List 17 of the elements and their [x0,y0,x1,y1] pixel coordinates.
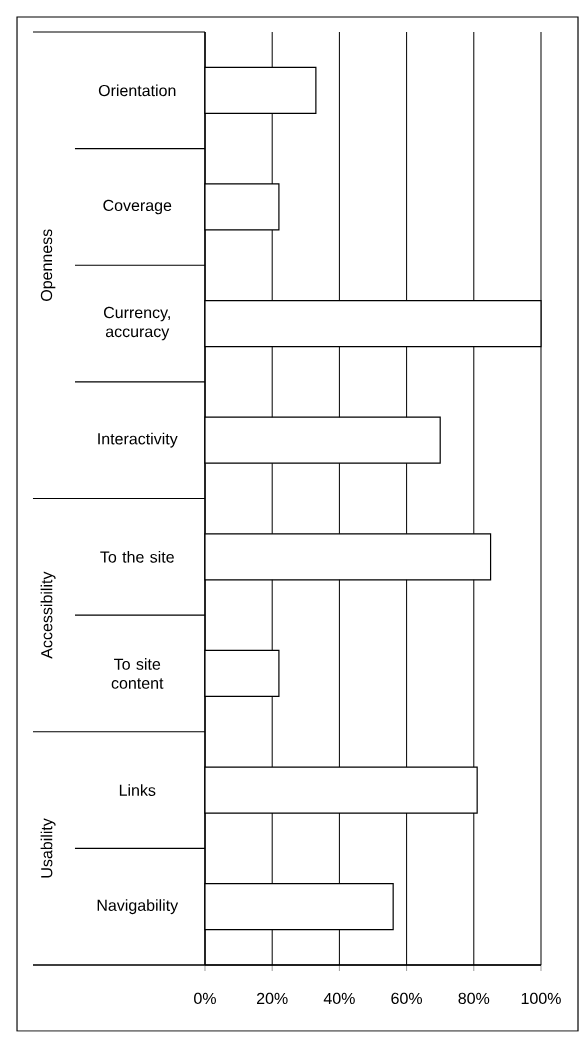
y-tick-label: Orientation [98,84,176,97]
text: Accessibility [40,571,56,659]
y-tick-label: Links [119,784,156,796]
x-tick-label: 100% [521,992,561,1005]
text: Usability [40,818,56,878]
y-tick-label: To site content [111,658,164,689]
x-tick-label: 60% [391,992,423,1005]
x-tick-label: 40% [323,992,355,1005]
y-tick-label: Interactivity [98,432,178,448]
x-tick-label: 0% [194,992,216,1005]
x-tick-label: 80% [458,992,490,1005]
y-tick-label: To the site [100,550,174,563]
text: Openness [40,229,56,301]
y-tick-label: Navigability [97,899,179,915]
y-tick-label: Coverage [103,199,172,215]
x-tick-label: 20% [257,992,288,1005]
y-tick-label: Currency, accuracy [104,306,170,341]
